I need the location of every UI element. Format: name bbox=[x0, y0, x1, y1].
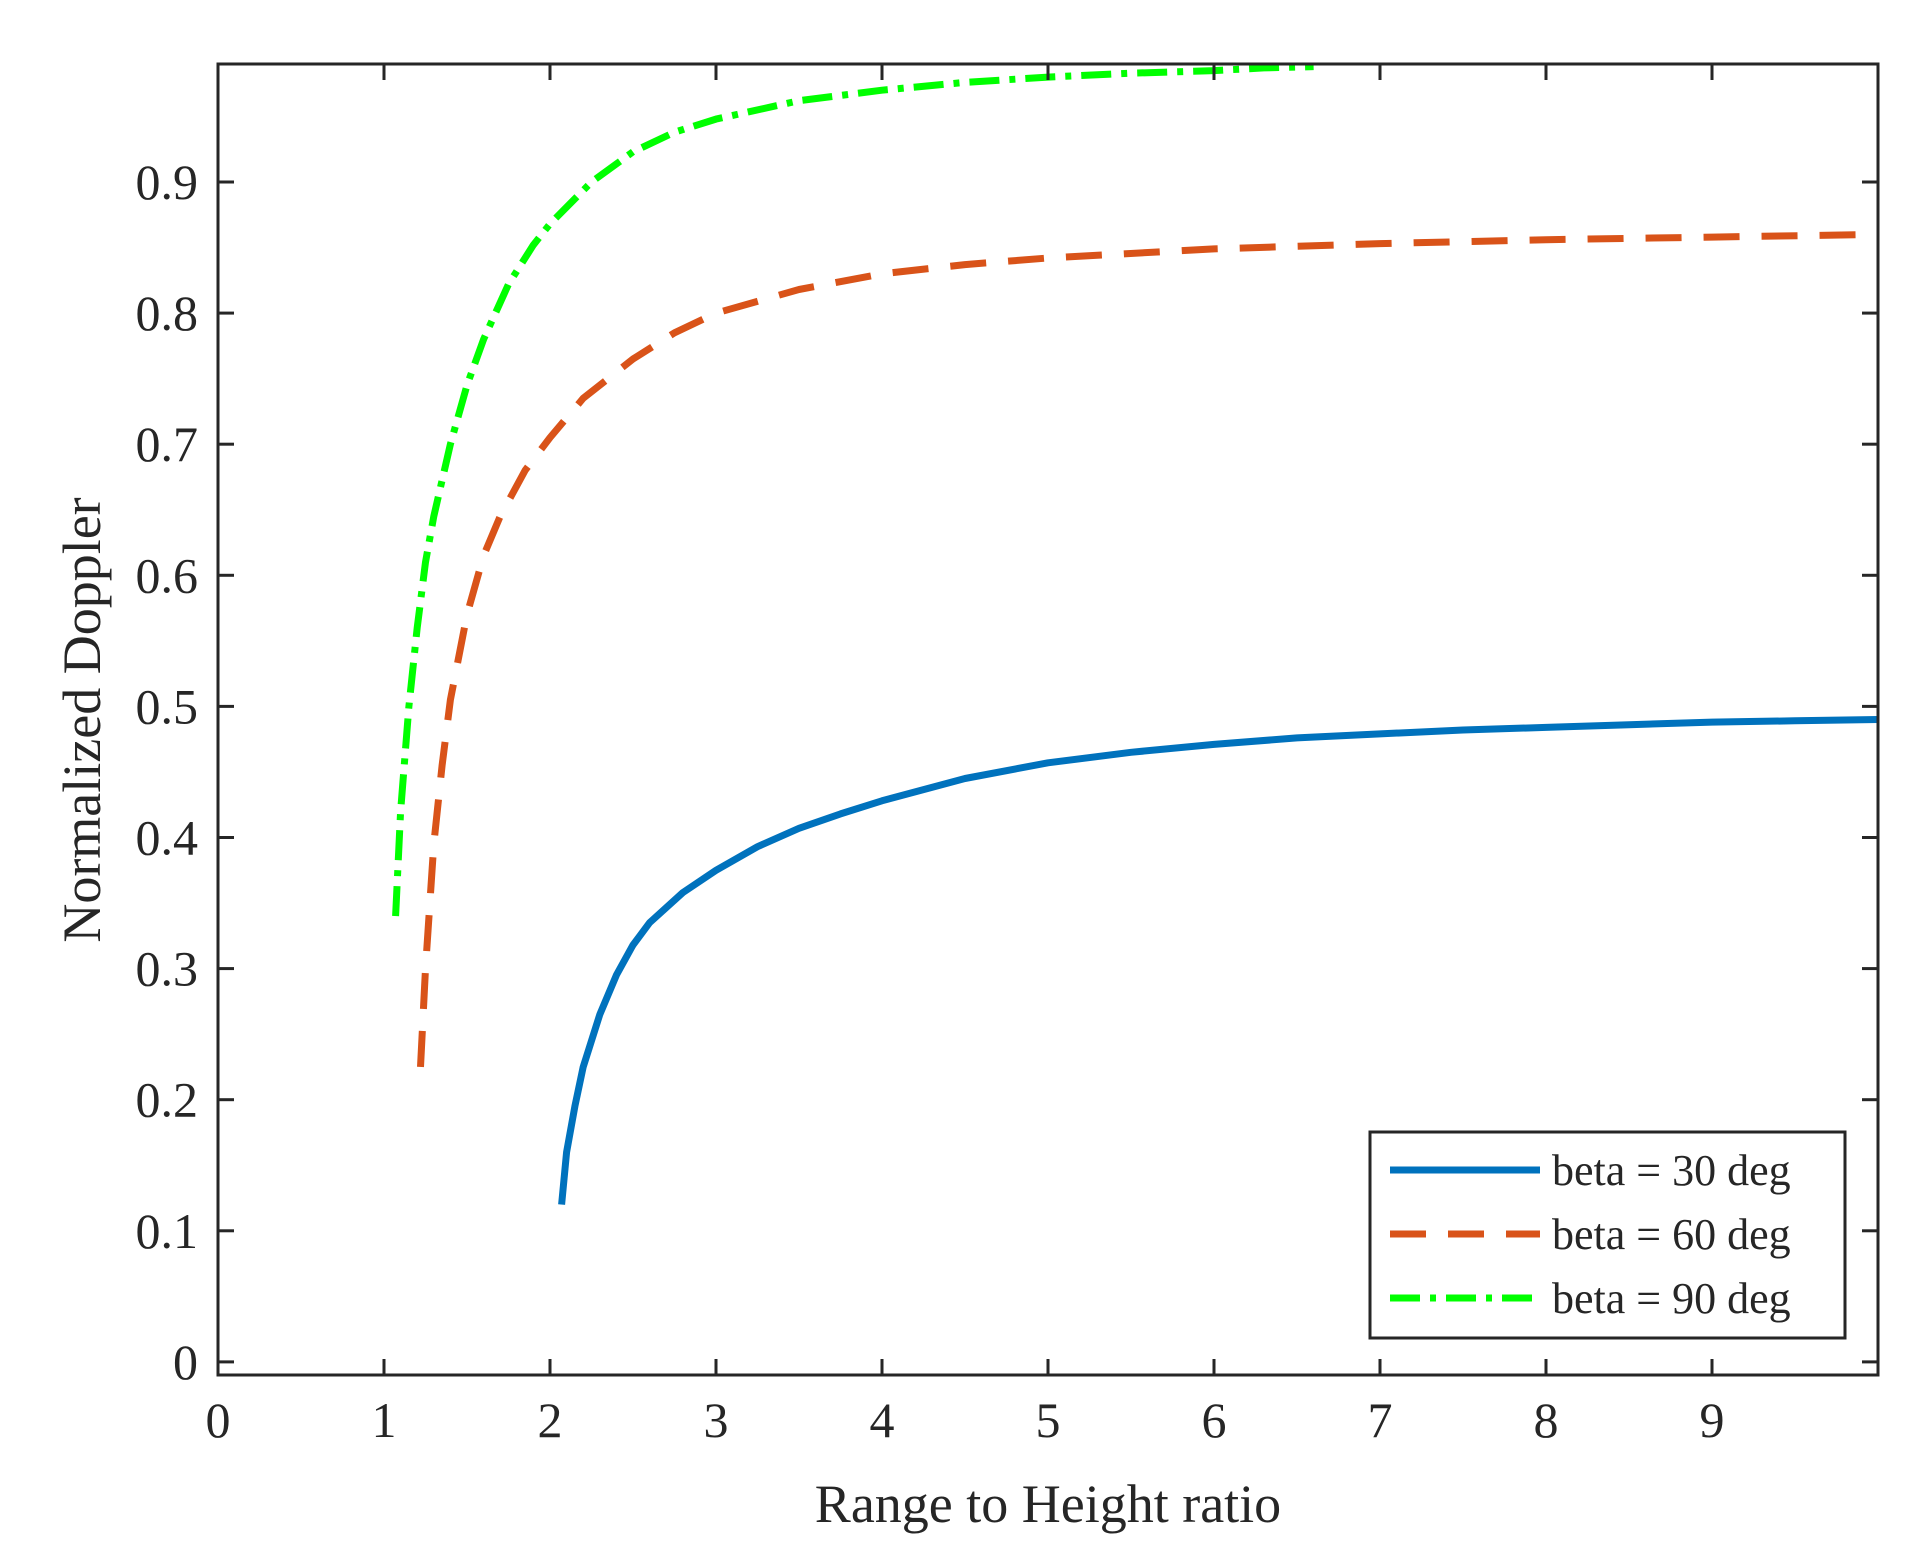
tick-labels-layer: 0 1 2 3 4 5 6 7 8 9 0 0.1 0.2 0.3 0.4 0.5 0.6 0.7 0.8 0.9 bbox=[136, 154, 1725, 1448]
x-tick-label: 1 bbox=[372, 1392, 397, 1448]
y-axis-label: Normalized Doppler bbox=[52, 497, 112, 942]
y-tick-label: 0.8 bbox=[136, 285, 199, 341]
x-tick-label: 8 bbox=[1534, 1392, 1559, 1448]
series-line-2 bbox=[417, 230, 1879, 1068]
x-tick-label: 6 bbox=[1202, 1392, 1227, 1448]
y-tick-label: 0.6 bbox=[136, 547, 199, 603]
series-layer bbox=[392, 63, 1879, 1205]
legend: beta = 30 deg beta = 60 deg beta = 90 deg bbox=[1368, 1130, 1847, 1340]
x-tick-label: 5 bbox=[1036, 1392, 1061, 1448]
legend-label-1: beta = 30 deg bbox=[1552, 1146, 1791, 1195]
y-tick-label: 0.1 bbox=[136, 1203, 199, 1259]
x-tick-label: 9 bbox=[1700, 1392, 1725, 1448]
plot-frame bbox=[216, 62, 1880, 1377]
y-tick-label: 0.4 bbox=[136, 809, 199, 865]
y-tick-label: 0.2 bbox=[136, 1072, 199, 1128]
x-tick-label: 3 bbox=[704, 1392, 729, 1448]
series-line-1 bbox=[558, 716, 1879, 1205]
ticks-layer bbox=[216, 64, 1878, 1375]
y-tick-label: 0.3 bbox=[136, 941, 199, 997]
x-tick-label: 2 bbox=[538, 1392, 563, 1448]
x-axis-label: Range to Height ratio bbox=[815, 1474, 1281, 1534]
legend-items: beta = 30 deg beta = 60 deg beta = 90 deg bbox=[1390, 1146, 1791, 1323]
y-tick-label: 0.5 bbox=[136, 678, 199, 734]
x-tick-label: 7 bbox=[1368, 1392, 1393, 1448]
legend-label-3: beta = 90 deg bbox=[1552, 1274, 1791, 1323]
x-tick-label: 4 bbox=[870, 1392, 895, 1448]
y-tick-label: 0 bbox=[173, 1334, 198, 1390]
y-tick-label: 0.9 bbox=[136, 154, 199, 210]
x-tick-label: 0 bbox=[206, 1392, 231, 1448]
series-line-3 bbox=[392, 63, 1314, 917]
legend-label-2: beta = 60 deg bbox=[1552, 1210, 1791, 1259]
y-tick-label: 0.7 bbox=[136, 416, 199, 472]
